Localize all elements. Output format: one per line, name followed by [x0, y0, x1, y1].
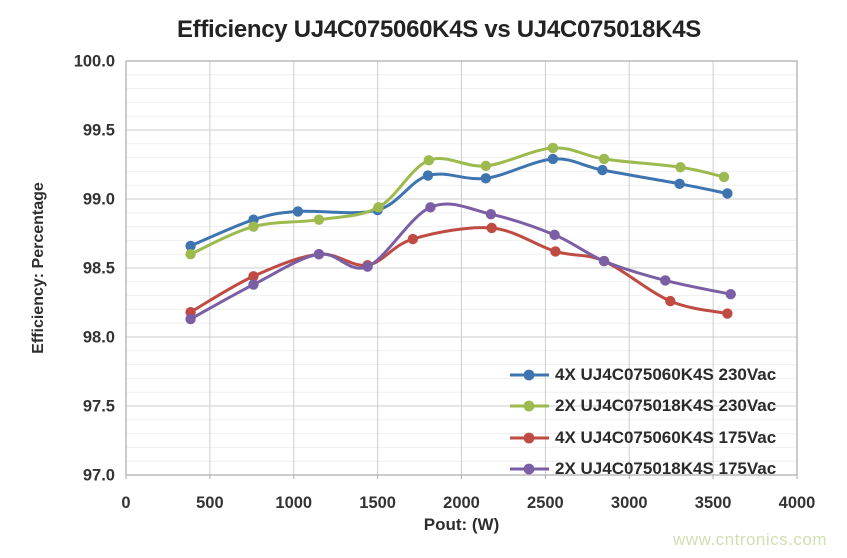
x-tick-label: 3000 — [611, 494, 648, 512]
data-point-series-1 — [597, 164, 608, 176]
data-point-series-3 — [407, 233, 419, 245]
data-point-series-3 — [722, 308, 733, 319]
y-tick-label: 99.0 — [83, 191, 115, 209]
data-point-series-3 — [486, 222, 497, 234]
data-point-series-4 — [313, 249, 325, 260]
x-tick-label: 2000 — [443, 494, 480, 512]
data-point-series-1 — [722, 188, 733, 199]
data-point-series-3 — [665, 295, 676, 307]
legend-line-marker-icon — [510, 369, 549, 381]
x-tick-label: 1500 — [359, 494, 396, 512]
data-point-series-1 — [422, 170, 434, 181]
x-tick-label: 2500 — [527, 494, 564, 512]
data-point-series-2 — [598, 153, 610, 165]
y-tick-label: 100.0 — [74, 53, 115, 71]
legend-line-marker-icon — [510, 400, 549, 412]
data-point-series-3 — [550, 246, 561, 257]
data-point-series-1 — [185, 240, 196, 252]
legend-label: 2X UJ4C075018K4S 230Vac — [555, 396, 777, 416]
data-point-series-2 — [248, 221, 259, 232]
y-tick-label: 97.0 — [83, 467, 115, 485]
data-point-series-2 — [547, 142, 559, 154]
data-point-series-4 — [725, 289, 736, 300]
data-point-series-1 — [547, 153, 559, 165]
data-point-series-4 — [549, 229, 560, 241]
series-line-1 — [189, 157, 729, 248]
x-tick-label: 0 — [121, 494, 130, 512]
y-tick-label: 97.5 — [83, 398, 115, 416]
y-tick-label: 99.5 — [83, 122, 115, 140]
legend-label: 2X UJ4C075018K4S 175Vac — [555, 459, 777, 479]
data-point-series-4 — [425, 202, 436, 213]
data-point-series-4 — [660, 275, 671, 286]
data-point-series-2 — [718, 171, 730, 183]
legend-item-series-2: 2X UJ4C075018K4S 230Vac — [509, 391, 776, 423]
legend: 4X UJ4C075060K4S 230Vac 2X UJ4C075018K4S… — [509, 359, 776, 485]
series-line-2 — [189, 146, 726, 256]
series-line-4 — [189, 202, 733, 321]
legend-item-series-4: 2X UJ4C075018K4S 175Vac — [509, 454, 776, 486]
data-point-series-2 — [675, 162, 686, 173]
legend-line-marker-icon — [510, 463, 549, 475]
x-tick-label: 500 — [196, 494, 224, 512]
legend-label: 4X UJ4C075060K4S 175Vac — [555, 427, 777, 447]
data-point-series-4 — [248, 279, 259, 290]
data-point-series-2 — [185, 249, 196, 260]
data-point-series-1 — [674, 178, 685, 190]
data-point-series-1 — [292, 206, 304, 217]
y-tick-label: 98.5 — [83, 260, 115, 278]
data-point-series-4 — [485, 208, 497, 220]
y-tick-label: 98.0 — [83, 329, 115, 347]
y-axis-title: Efficiency: Percentage — [30, 182, 47, 354]
legend-item-series-1: 4X UJ4C075060K4S 230Vac — [509, 359, 776, 391]
chart-title: Efficiency UJ4C075060K4S vs UJ4C075018K4… — [176, 16, 702, 43]
data-point-series-4 — [362, 261, 373, 272]
x-tick-label: 3500 — [695, 494, 732, 512]
data-point-series-2 — [480, 160, 492, 172]
series-line-3 — [189, 226, 729, 316]
x-tick-label: 1000 — [275, 494, 312, 512]
x-axis-title: Pout: (W) — [423, 515, 500, 534]
legend-item-series-3: 4X UJ4C075060K4S 175Vac — [509, 422, 776, 454]
data-point-series-2 — [313, 214, 325, 225]
data-point-series-3 — [248, 271, 259, 282]
data-point-series-4 — [185, 313, 196, 325]
watermark: www.cntronics.com — [673, 530, 827, 549]
data-point-series-2 — [373, 202, 384, 213]
x-tick-label: 4000 — [779, 494, 816, 512]
legend-line-marker-icon — [510, 432, 549, 444]
plot-border — [125, 60, 798, 476]
data-point-series-4 — [598, 255, 610, 267]
data-point-series-2 — [423, 155, 434, 166]
data-point-series-1 — [480, 173, 492, 184]
legend-label: 4X UJ4C075060K4S 230Vac — [555, 364, 777, 384]
